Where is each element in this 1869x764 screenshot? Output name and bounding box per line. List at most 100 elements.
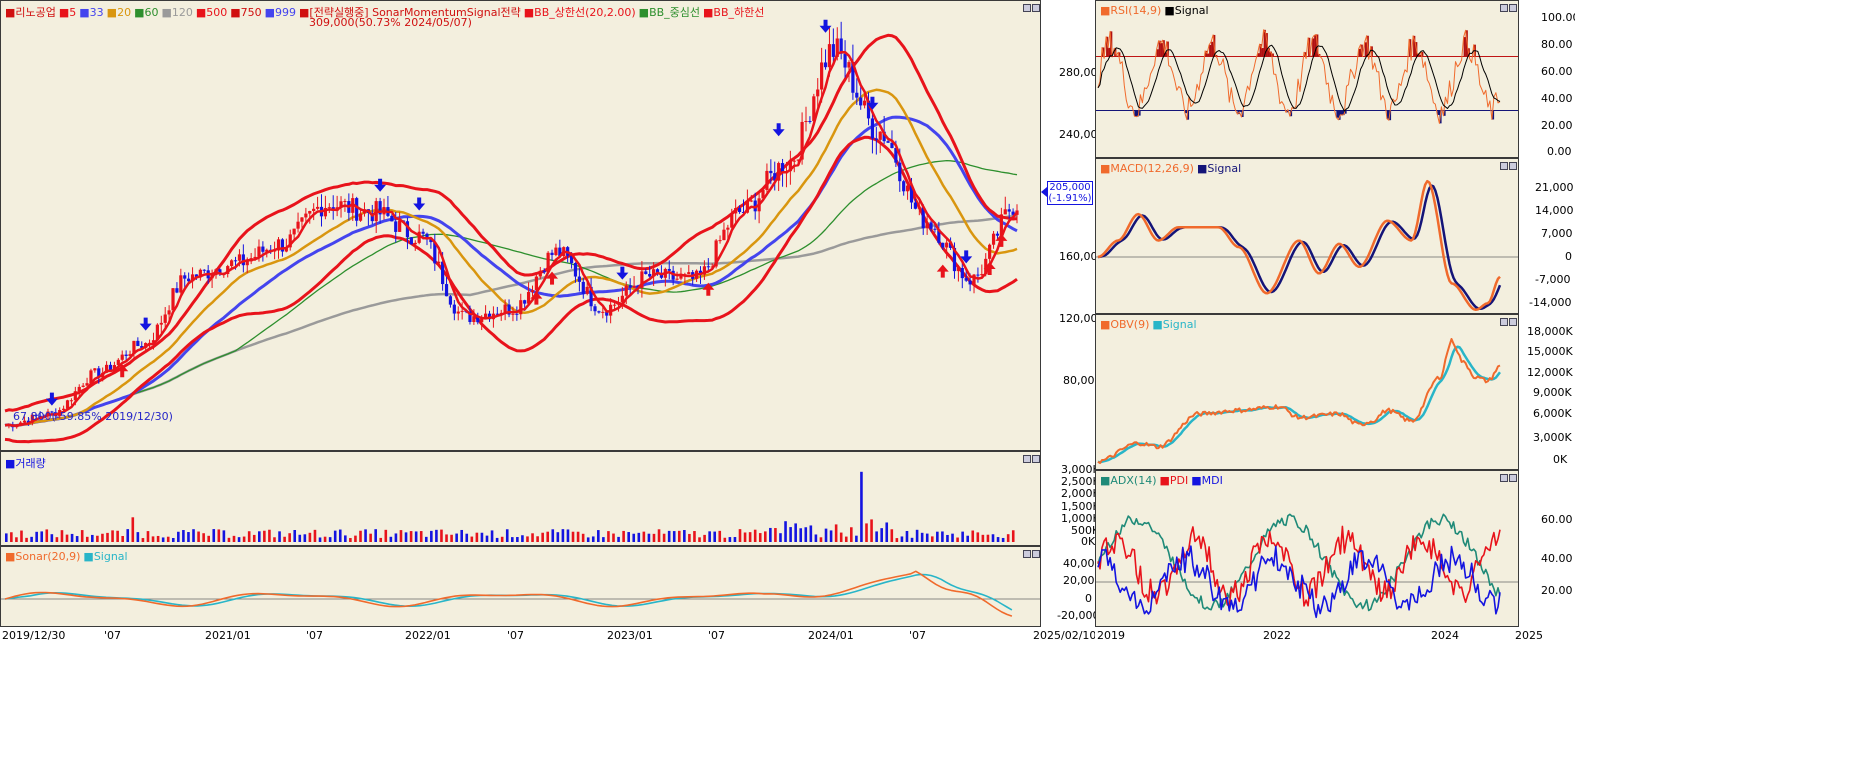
- rsi-overbought-fill: [1463, 37, 1466, 57]
- rsi-plot: [1096, 29, 1518, 124]
- pdi-legend-label: ■PDI: [1159, 474, 1189, 487]
- panel-close-button[interactable]: [1032, 550, 1040, 558]
- low-annotation: 67,800(-59.85% 2019/12/30): [13, 410, 173, 423]
- volume-bar: [126, 529, 130, 542]
- panel-close-button[interactable]: [1509, 474, 1517, 482]
- panel-close-button[interactable]: [1509, 162, 1517, 170]
- rsi-y-axis: 100.00 80.00 60.00 40.00 20.00 0.00: [1519, 0, 1575, 158]
- volume-bar: [844, 536, 848, 542]
- y-tick: 0: [1085, 592, 1092, 605]
- candle-body: [456, 311, 460, 314]
- volume-bar: [971, 530, 975, 542]
- candle-body: [429, 239, 433, 243]
- volume-bar: [779, 533, 782, 542]
- panel-close-button[interactable]: [1509, 318, 1517, 326]
- macd-panel[interactable]: ■MACD(12,26,9) ■Signal: [1095, 158, 1519, 314]
- volume-bar: [890, 529, 894, 542]
- rsi-panel[interactable]: ■RSI(14,9) ■Signal: [1095, 0, 1519, 158]
- ma120-line: [4, 214, 1018, 427]
- candle-body: [136, 340, 140, 347]
- panel-close-button[interactable]: [1509, 4, 1517, 12]
- candle-body: [484, 313, 488, 318]
- volume-chart-panel[interactable]: ■거래량: [0, 451, 1041, 546]
- volume-bar: [900, 536, 904, 542]
- panel-restore-button[interactable]: [1023, 4, 1031, 12]
- candle-body: [155, 324, 159, 341]
- volume-bar: [5, 533, 8, 542]
- price-chart-panel[interactable]: ■리노공업 ■5 ■33 ■20 ■60 ■120 ■500 ■750 ■999 ■[전략실행중]…: [0, 0, 1041, 451]
- current-price-badge: 205,000 (-1.91%): [1047, 181, 1093, 205]
- y-tick: -20,000: [1057, 609, 1095, 622]
- sell-arrow-icon: [960, 250, 973, 264]
- rsi-overbought-fill: [1271, 53, 1274, 57]
- candle-body: [616, 302, 621, 305]
- rsi-overbought-fill: [1209, 44, 1212, 57]
- candle-body: [503, 304, 507, 313]
- y-tick: 20.00: [1541, 119, 1573, 132]
- volume-bar: [384, 529, 388, 542]
- rsi-oversold-fill: [1138, 110, 1141, 116]
- candle-body: [104, 364, 109, 373]
- candle-body: [245, 261, 249, 266]
- volume-bar: [551, 529, 555, 542]
- obv-panel[interactable]: ■OBV(9) ■Signal: [1095, 314, 1519, 470]
- volume-bar: [591, 536, 595, 542]
- rsi-oversold-fill: [1491, 110, 1495, 120]
- volume-bar: [738, 529, 742, 542]
- adx-panel[interactable]: ■ADX(14) ■PDI ■MDI: [1095, 470, 1519, 627]
- rsi-line: [1097, 29, 1501, 124]
- candle-body: [823, 62, 828, 68]
- volume-bar: [450, 534, 453, 542]
- candle-body: [253, 256, 257, 259]
- panel-restore-button[interactable]: [1500, 318, 1508, 326]
- candle-body: [276, 239, 281, 251]
- candle-body: [937, 229, 941, 243]
- sonar-chart-panel[interactable]: ■Sonar(20,9) ■Signal: [0, 546, 1041, 627]
- ma20-line: [4, 88, 1018, 427]
- y-tick: 60.00: [1541, 65, 1573, 78]
- volume-bar: [1006, 534, 1010, 542]
- panel-restore-button[interactable]: [1500, 162, 1508, 170]
- candle-body: [1007, 209, 1011, 212]
- buy-arrow-icon: [702, 282, 715, 296]
- x-tick: 2025: [1515, 629, 1543, 642]
- volume-bar: [860, 471, 863, 542]
- panel-restore-button[interactable]: [1023, 550, 1031, 558]
- volume-legend: ■거래량: [5, 455, 49, 471]
- candle-body: [417, 231, 421, 243]
- x-tick: 2019/12/30: [2, 629, 66, 642]
- legend-item: ■20: [106, 6, 132, 19]
- panel-close-button[interactable]: [1032, 455, 1040, 463]
- volume-bar: [80, 530, 84, 542]
- volume-bar: [470, 536, 474, 542]
- buy-arrow-icon: [995, 233, 1008, 247]
- candle-body: [859, 97, 863, 106]
- candle-body: [601, 311, 605, 313]
- candle-body: [394, 221, 398, 232]
- volume-bar: [850, 527, 853, 542]
- volume-bar: [20, 530, 23, 542]
- panel-restore-button[interactable]: [1500, 4, 1508, 12]
- candle-body: [812, 96, 816, 122]
- panel-close-button[interactable]: [1032, 4, 1040, 12]
- volume-bar: [75, 536, 79, 542]
- panel-restore-button[interactable]: [1023, 455, 1031, 463]
- candle-body: [480, 317, 484, 323]
- volume-bar: [637, 532, 641, 542]
- volume-bar: [865, 523, 868, 542]
- macd-legend: ■MACD(12,26,9) ■Signal: [1100, 162, 1244, 175]
- candle-body: [808, 121, 812, 123]
- volume-bar: [748, 532, 752, 542]
- sonar-plot: [1, 570, 1040, 617]
- candle-body: [187, 278, 191, 282]
- volume-bar: [677, 530, 681, 542]
- volume-bar: [799, 528, 803, 542]
- candle-body: [589, 286, 593, 307]
- candle-body: [573, 263, 578, 277]
- rsi-overbought-fill: [1267, 48, 1270, 57]
- volume-bar: [769, 527, 772, 542]
- panel-restore-button[interactable]: [1500, 474, 1508, 482]
- candle-body: [120, 354, 124, 360]
- volume-bar: [667, 530, 671, 542]
- volume-y-axis: 3,000K 2,500K 2,000K 1,500K 1,000K 500K …: [1041, 451, 1095, 546]
